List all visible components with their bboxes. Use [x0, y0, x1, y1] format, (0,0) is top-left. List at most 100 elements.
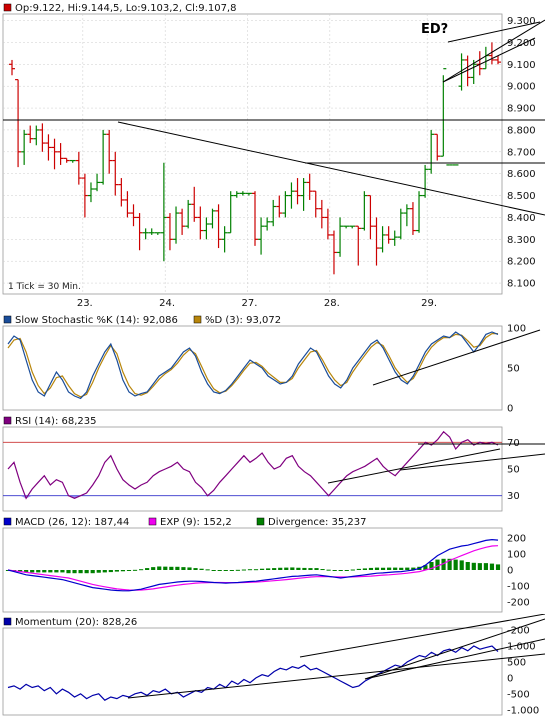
macd-divergence-bar	[42, 570, 47, 573]
macd-divergence-bar	[290, 567, 295, 570]
macd-divergence-bar	[30, 570, 35, 573]
stoch-k-legend-swatch	[3, 315, 12, 324]
rsi-trendline-3	[399, 453, 545, 471]
downtrend-line	[117, 121, 545, 216]
price-x-tick: 27.	[242, 298, 258, 309]
rsi-panel: RSI (14): 68,235 70 50 30	[2, 416, 545, 512]
macd-divergence-bar	[477, 563, 482, 570]
momentum-y-tick: -1.000	[507, 705, 539, 716]
rsi-y-tick: 70	[507, 438, 520, 449]
macd-divergence-bar	[18, 570, 23, 572]
macd-divergence-bar	[380, 567, 386, 570]
price-candles	[9, 42, 501, 275]
momentum-plot-frame	[2, 627, 503, 716]
macd-divergence-bar	[193, 568, 198, 570]
macd-y-tick: 0	[507, 566, 513, 577]
macd-divergence-bar	[441, 558, 446, 570]
macd-divergence-bar	[284, 567, 289, 570]
macd-divergence-bar	[84, 570, 89, 574]
price-panel: Op:9.122, Hi:9.144,5, Lo:9.103,2, Cl:9.1…	[2, 3, 545, 309]
macd-divergence-bar	[78, 570, 83, 574]
macd-divergence-bar	[266, 568, 271, 570]
macd-divergence-bar	[163, 566, 168, 570]
stoch-d-legend-swatch	[193, 315, 202, 324]
macd-lines	[7, 538, 499, 592]
macd-line	[7, 538, 499, 592]
macd-divergence-bar	[199, 568, 204, 570]
macd-divergence-bar	[368, 567, 374, 570]
macd-divergence-bar	[90, 570, 95, 574]
macd-divergence-bar	[314, 568, 319, 570]
stoch-trendline	[372, 329, 541, 386]
macd-divergence-bar	[36, 570, 41, 573]
macd-divergence-bar	[374, 567, 380, 570]
macd-divergence-bar	[108, 570, 113, 573]
exp-legend-swatch	[148, 517, 157, 526]
ed-annotation: ED?	[421, 22, 448, 37]
macd-divergence-bar	[362, 568, 368, 570]
price-y-tick: 9.300	[507, 16, 536, 27]
price-y-tick: 8.800	[507, 125, 536, 136]
rsi-oversold-fill	[20, 495, 27, 499]
price-x-tick: 23.	[77, 298, 93, 309]
rsi-plot-frame	[2, 426, 503, 512]
momentum-line	[7, 645, 499, 701]
macd-divergence-bar	[423, 565, 428, 570]
macd-divergence-bar	[181, 567, 186, 570]
price-y-tick: 8.900	[507, 104, 536, 115]
macd-divergence-bar	[145, 568, 150, 570]
stoch-y-tick: 50	[507, 364, 520, 375]
exp-legend: EXP (9): 152,2	[160, 517, 232, 528]
price-grid	[3, 14, 502, 294]
macd-legend-swatch	[3, 517, 12, 526]
stoch-plot-frame	[2, 325, 503, 411]
macd-y-tick: -100	[507, 582, 530, 593]
tick-note: 1 Tick = 30 Min.	[8, 282, 81, 292]
macd-divergence-bar	[435, 559, 440, 570]
price-y-tick: 8.500	[507, 191, 536, 202]
price-y-tick: 8.300	[507, 235, 536, 246]
price-y-tick: 9.200	[507, 38, 536, 49]
macd-divergence-bar	[169, 566, 174, 570]
stoch-d-legend: %D (3): 93,072	[205, 315, 281, 326]
momentum-trendline-4	[364, 638, 545, 680]
macd-divergence-bar	[350, 569, 355, 571]
momentum-trendline-1	[127, 653, 545, 699]
macd-divergence-bar	[175, 566, 180, 570]
macd-divergence-bar	[66, 570, 71, 574]
macd-divergence-bar	[114, 570, 119, 572]
rsi-lines	[7, 430, 499, 500]
macd-y-tick: 100	[507, 550, 526, 561]
divergence-legend-swatch	[256, 517, 265, 526]
momentum-y-tick: -200	[507, 626, 530, 637]
price-x-tick: 29.	[421, 298, 437, 309]
wedge-lower-line	[442, 37, 536, 83]
macd-divergence-bar	[253, 569, 259, 571]
rsi-line	[7, 430, 499, 500]
momentum-lines	[7, 645, 499, 701]
macd-divergence-bar	[465, 562, 470, 570]
ohlc-header: Op:9.122, Hi:9.144,5, Lo:9.103,2, Cl:9.1…	[15, 3, 236, 14]
macd-divergence-bar	[120, 570, 126, 572]
stoch-y-tick: 100	[507, 324, 526, 335]
macd-divergence-bar	[429, 562, 434, 570]
price-y-tick: 8.200	[507, 257, 536, 268]
macd-y-tick: -200	[507, 598, 530, 609]
stoch-y-axis: 100 50 0	[507, 324, 526, 415]
macd-divergence-bar	[235, 569, 240, 571]
macd-divergence-bar	[247, 569, 253, 571]
macd-divergence-bar	[217, 570, 222, 571]
macd-divergence-bar	[320, 569, 325, 571]
price-y-tick: 8.100	[507, 279, 536, 290]
stoch-d-line	[7, 333, 498, 398]
macd-divergence-bar	[241, 569, 247, 571]
macd-divergence-bar	[223, 570, 228, 571]
wedge-top-line	[447, 21, 541, 43]
price-y-axis: 9.300 9.200 9.100 9.000 8.900 8.800 8.700 8.600…	[507, 16, 536, 290]
momentum-legend: Momentum (20): 828,26	[15, 617, 137, 628]
macd-divergence-bar	[157, 566, 162, 570]
macd-divergence-bar	[187, 567, 192, 570]
macd-divergence-bar	[259, 568, 265, 570]
macd-divergence-bar	[453, 559, 458, 570]
